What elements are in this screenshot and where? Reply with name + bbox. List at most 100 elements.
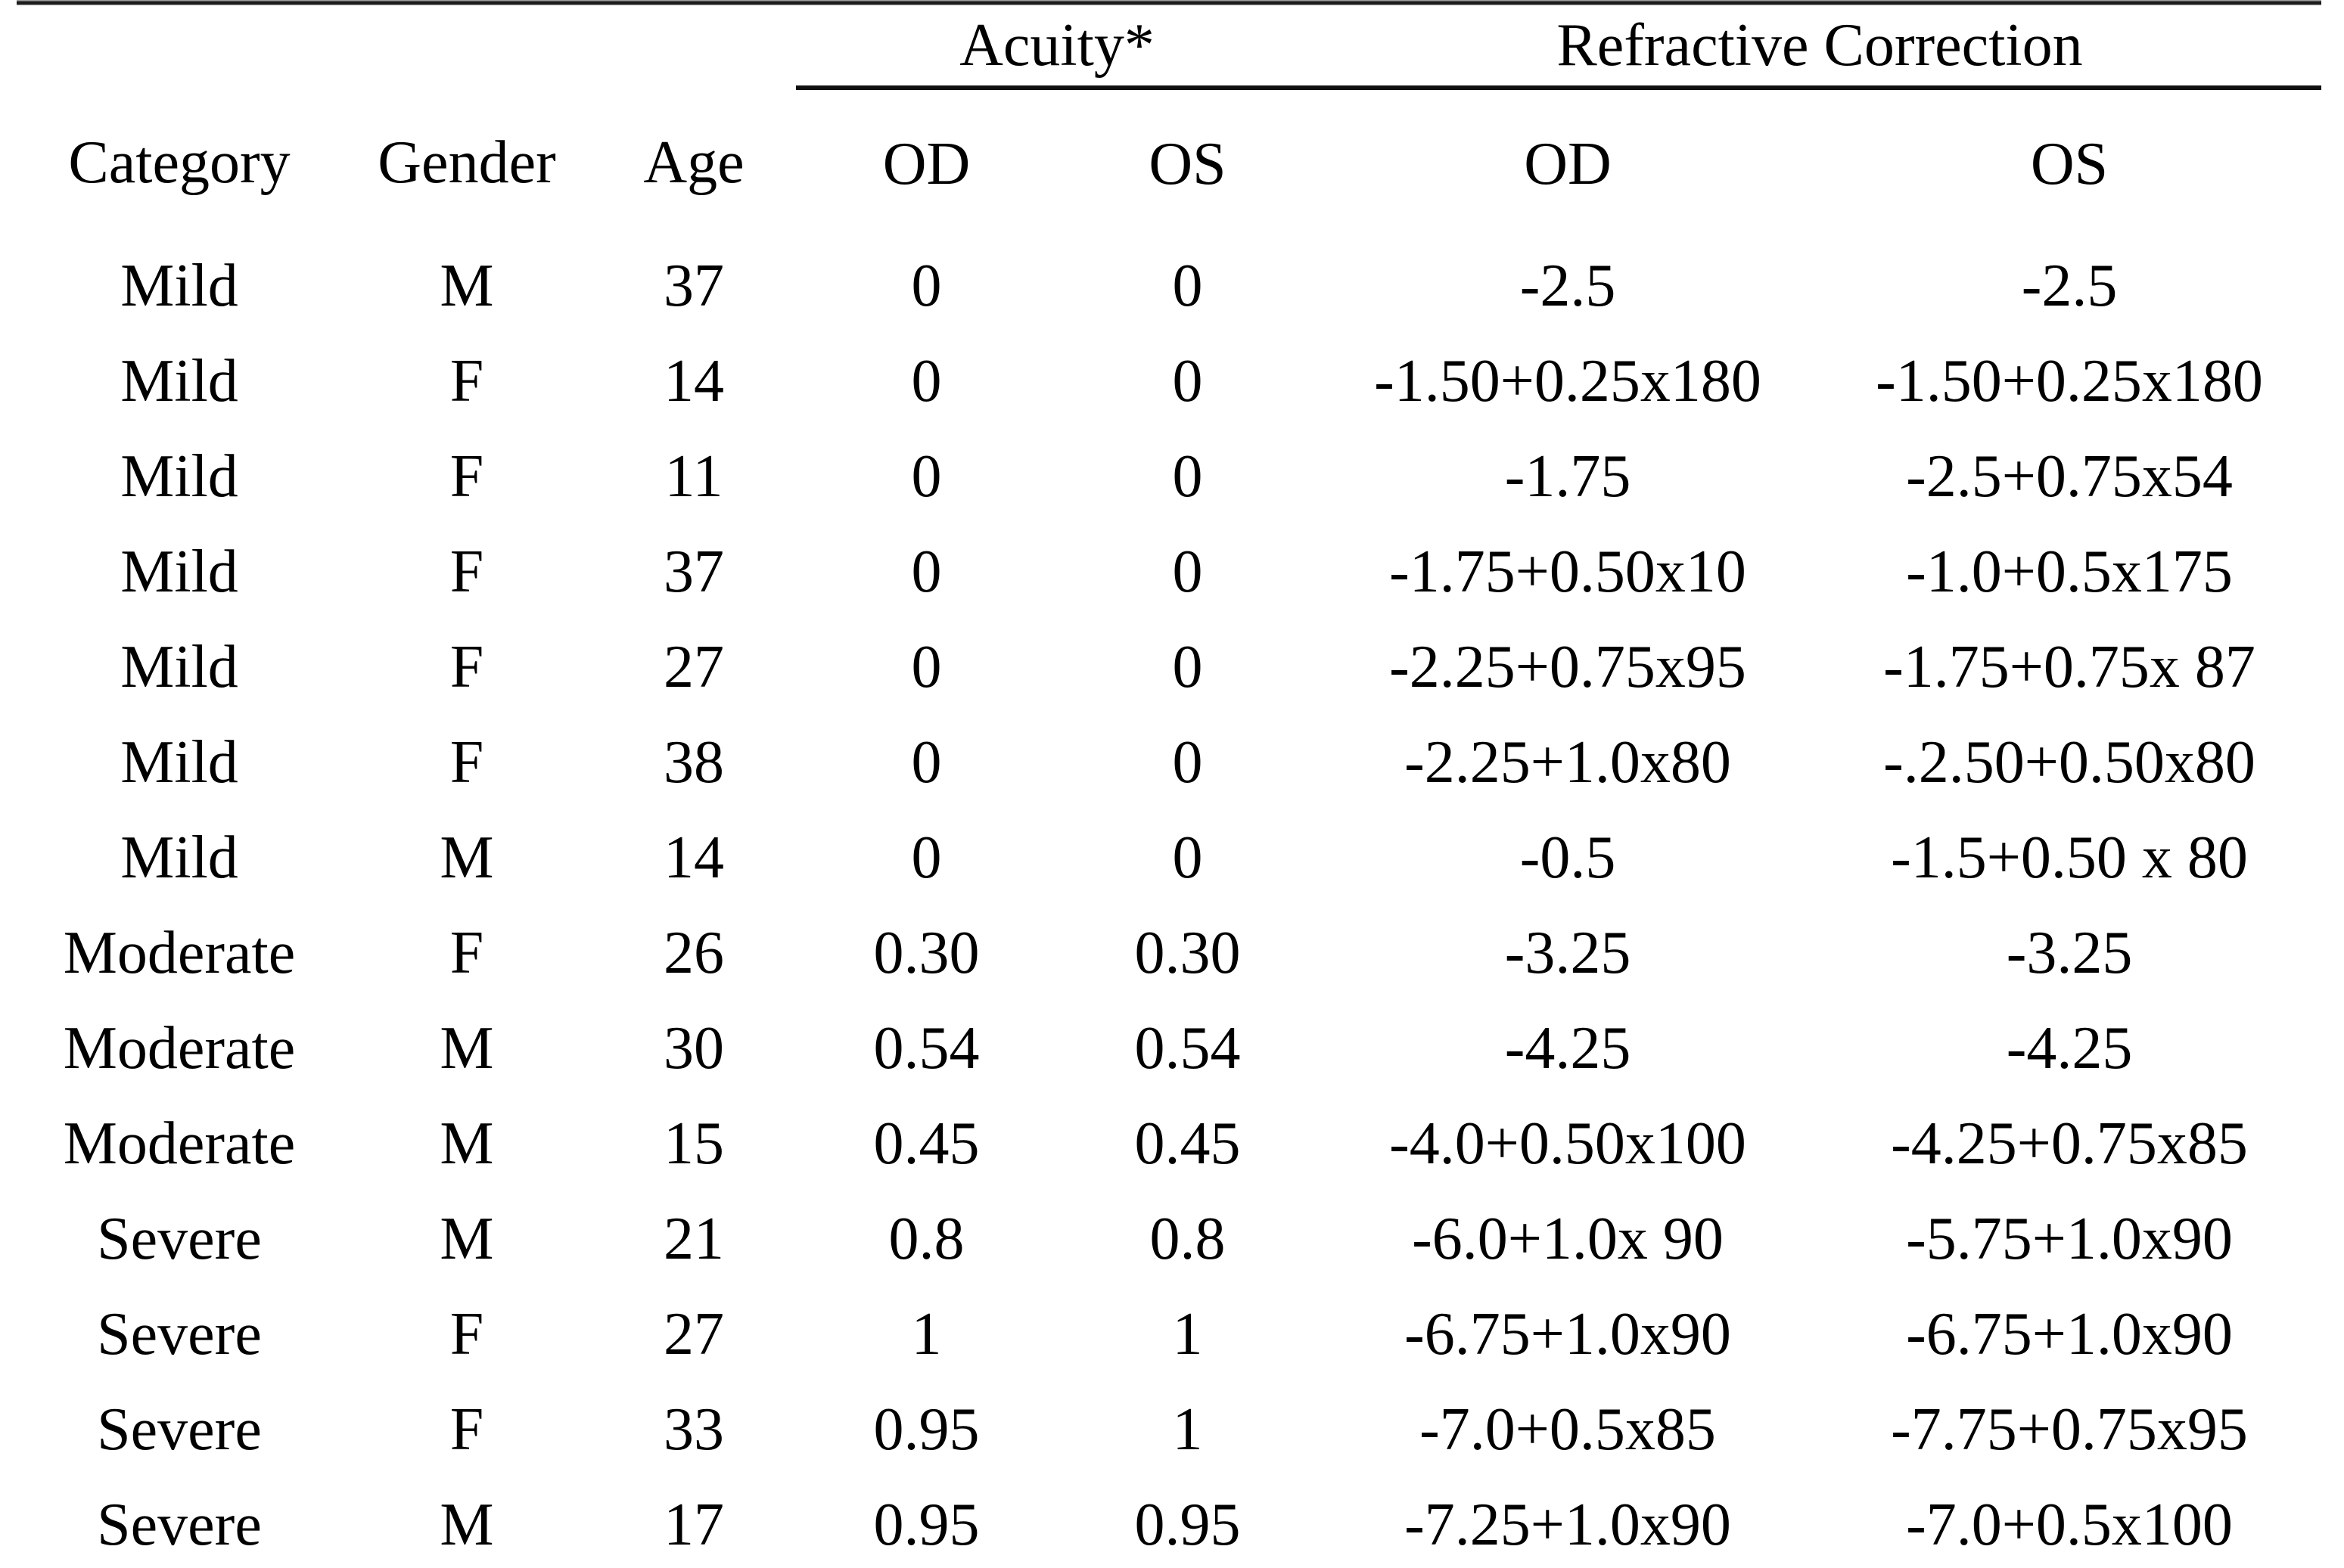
table-row: Severe F 27 1 1 -6.75+1.0x90 -6.75+1.0x90 <box>17 1287 2321 1382</box>
table-cell: 0.8 <box>888 1205 965 1272</box>
table-cell: M <box>440 1014 494 1082</box>
table-cell: 17 <box>664 1491 724 1558</box>
table-cell: -1.5+0.50 x 80 <box>1891 824 2248 891</box>
table-cell: -2.5 <box>2021 252 2118 319</box>
table-cell: Severe <box>97 1205 262 1272</box>
table-cell: -7.0+0.5x100 <box>1906 1491 2233 1558</box>
table-cell: 37 <box>664 252 724 319</box>
table-cell: 33 <box>664 1396 724 1463</box>
table-cell: Mild <box>120 442 238 510</box>
table-cell: 0 <box>1172 347 1203 415</box>
table-cell: 14 <box>664 824 724 891</box>
column-header-category: Category <box>68 129 291 196</box>
table-cell: 0 <box>1172 633 1203 700</box>
table-cell: 0.54 <box>873 1014 980 1082</box>
table-cell: 0.8 <box>1149 1205 1226 1272</box>
table-cell: -6.75+1.0x90 <box>1906 1300 2233 1368</box>
table-cell: Mild <box>120 633 238 700</box>
table-cell: 14 <box>664 347 724 415</box>
table-cell: M <box>440 1110 494 1177</box>
table-cell: -4.25 <box>2006 1014 2133 1082</box>
table-cell: Severe <box>97 1300 262 1368</box>
table-cell: Mild <box>120 538 238 605</box>
table-cell: F <box>449 1396 484 1463</box>
table-row: Moderate F 26 0.30 0.30 -3.25 -3.25 <box>17 905 2321 1001</box>
table-cell: 0 <box>1172 442 1203 510</box>
table-cell: F <box>449 442 484 510</box>
table-row: Moderate M 15 0.45 0.45 -4.0+0.50x100 -4.25+0.… <box>17 1096 2321 1191</box>
group-header-row: Acuity* Refractive Correction <box>17 5 2322 90</box>
table-row: Severe M 17 0.95 0.95 -7.25+1.0x90 -7.0+0.5x10… <box>17 1477 2321 1568</box>
table-cell: 0.30 <box>1134 919 1241 986</box>
table-cell: 0 <box>911 824 942 891</box>
table-cell: F <box>449 919 484 986</box>
table-row: Mild F 37 0 0 -1.75+0.50x10 -1.0+0.5x175 <box>17 524 2321 619</box>
table-row: Mild F 38 0 0 -2.25+1.0x80 -.2.50+0.50x80 <box>17 715 2321 810</box>
column-header-gender: Gender <box>378 129 556 196</box>
table-cell: -1.50+0.25x180 <box>1374 347 1761 415</box>
table-cell: 0.95 <box>873 1491 980 1558</box>
refractive-correction-group-header: Refractive Correction <box>1318 5 2322 90</box>
table-cell: F <box>449 347 484 415</box>
table-cell: Severe <box>97 1491 262 1558</box>
table-cell: 37 <box>664 538 724 605</box>
column-header-refraction-od: OD <box>1524 130 1612 197</box>
table-cell: F <box>449 728 484 796</box>
table-cell: -7.25+1.0x90 <box>1404 1491 1731 1558</box>
table-cell: 0 <box>911 728 942 796</box>
table-cell: -7.75+0.75x95 <box>1891 1396 2248 1463</box>
table-cell: -5.75+1.0x90 <box>1906 1205 2233 1272</box>
table-cell: Severe <box>97 1396 262 1463</box>
table-cell: -2.5+0.75x54 <box>1906 442 2233 510</box>
table-cell: 0.45 <box>1134 1110 1241 1177</box>
acuity-group-header: Acuity* <box>796 5 1319 90</box>
table-cell: 30 <box>664 1014 724 1082</box>
table-cell: 26 <box>664 919 724 986</box>
table-cell: 11 <box>664 442 723 510</box>
table-cell: -4.0+0.50x100 <box>1389 1110 1746 1177</box>
table-row: Mild F 27 0 0 -2.25+0.75x95 -1.75+0.75x 87 <box>17 619 2321 715</box>
table-cell: 21 <box>664 1205 724 1272</box>
table-cell: M <box>440 252 494 319</box>
column-header-row: Category Gender Age OD OS OD OS <box>17 88 2321 238</box>
column-header-age: Age <box>643 129 745 196</box>
table-cell: -4.25 <box>1504 1014 1631 1082</box>
table-cell: M <box>440 1205 494 1272</box>
table-cell: Moderate <box>63 1110 296 1177</box>
table-cell: 0.30 <box>873 919 980 986</box>
table-cell: 0 <box>911 347 942 415</box>
table-top-rule <box>17 0 2321 5</box>
table-row: Mild M 37 0 0 -2.5 -2.5 <box>17 238 2321 334</box>
table-header: Acuity* Refractive Correction Category G… <box>17 5 2322 238</box>
table-cell: -7.0+0.5x85 <box>1419 1396 1716 1463</box>
table-cell: -2.5 <box>1519 252 1616 319</box>
table-cell: -2.25+1.0x80 <box>1404 728 1731 796</box>
table-cell: 0.45 <box>873 1110 980 1177</box>
table-body: Mild M 37 0 0 -2.5 -2.5 Mild F 14 0 0 -1.50+0.25x180… <box>17 238 2321 1568</box>
table-cell: 0 <box>1172 824 1203 891</box>
table-cell: 0 <box>1172 728 1203 796</box>
table-cell: 27 <box>664 1300 724 1368</box>
table-row: Moderate M 30 0.54 0.54 -4.25 -4.25 <box>17 1001 2321 1096</box>
empty-header-cell <box>17 5 796 88</box>
column-header-refraction-os: OS <box>2030 130 2109 197</box>
table-cell: 0 <box>911 538 942 605</box>
table-cell: 0.95 <box>873 1396 980 1463</box>
table-cell: Mild <box>120 728 238 796</box>
table-cell: -1.50+0.25x180 <box>1876 347 2263 415</box>
patient-data-table: Acuity* Refractive Correction Category G… <box>17 5 2322 1568</box>
table-cell: -.2.50+0.50x80 <box>1883 728 2255 796</box>
table-cell: -3.25 <box>2006 919 2133 986</box>
table-cell: 15 <box>664 1110 724 1177</box>
table-cell: -1.75 <box>1504 442 1631 510</box>
table-cell: 1 <box>1172 1300 1203 1368</box>
column-header-acuity-os: OS <box>1149 130 1226 197</box>
column-header-acuity-od: OD <box>882 130 971 197</box>
table-cell: 0.95 <box>1134 1491 1241 1558</box>
table-row: Mild M 14 0 0 -0.5 -1.5+0.50 x 80 <box>17 810 2321 905</box>
table-cell: F <box>449 1300 484 1368</box>
table-cell: 38 <box>664 728 724 796</box>
table-cell: 0 <box>1172 538 1203 605</box>
table-cell: 27 <box>664 633 724 700</box>
table-cell: Moderate <box>63 919 296 986</box>
